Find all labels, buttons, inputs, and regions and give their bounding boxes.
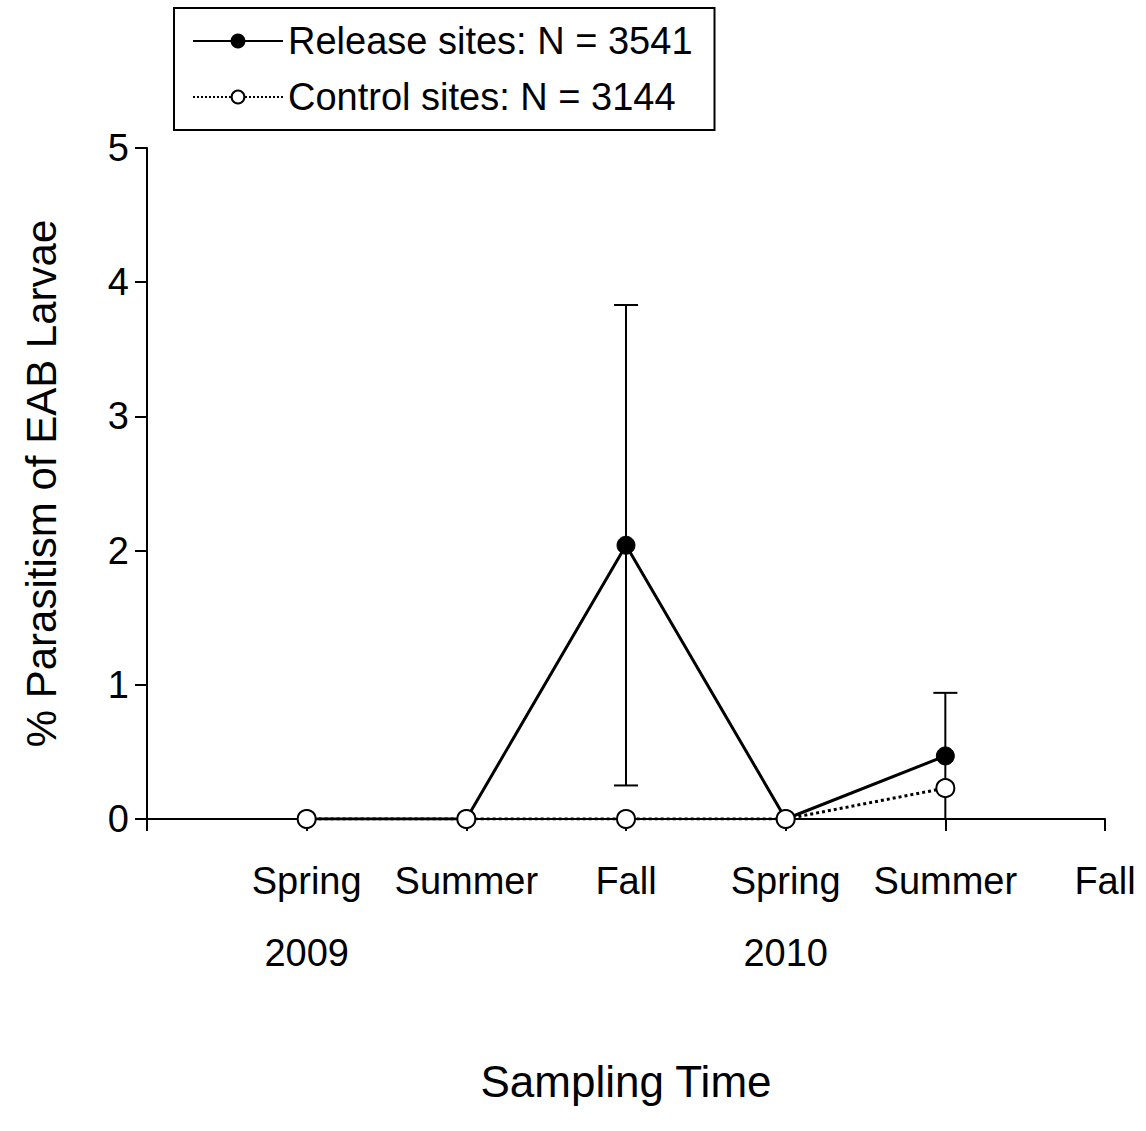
svg-text:0: 0: [108, 798, 129, 840]
svg-text:3: 3: [108, 395, 129, 437]
svg-text:5: 5: [108, 127, 129, 169]
svg-text:Release sites: N = 3541: Release sites: N = 3541: [288, 20, 693, 62]
svg-text:2010: 2010: [743, 932, 828, 974]
svg-text:Spring: Spring: [731, 860, 841, 902]
svg-text:Fall: Fall: [595, 860, 656, 902]
svg-text:2: 2: [108, 530, 129, 572]
svg-text:Summer: Summer: [395, 860, 539, 902]
svg-text:4: 4: [108, 261, 129, 303]
svg-text:Summer: Summer: [874, 860, 1018, 902]
svg-text:Control sites: N = 3144: Control sites: N = 3144: [288, 76, 676, 118]
svg-text:% Parasitism of EAB Larvae: % Parasitism of EAB Larvae: [18, 220, 65, 748]
svg-text:1: 1: [108, 664, 129, 706]
svg-text:Sampling Time: Sampling Time: [480, 1057, 771, 1106]
svg-text:2009: 2009: [264, 932, 349, 974]
svg-text:Spring: Spring: [252, 860, 362, 902]
svg-text:Fall: Fall: [1074, 860, 1135, 902]
